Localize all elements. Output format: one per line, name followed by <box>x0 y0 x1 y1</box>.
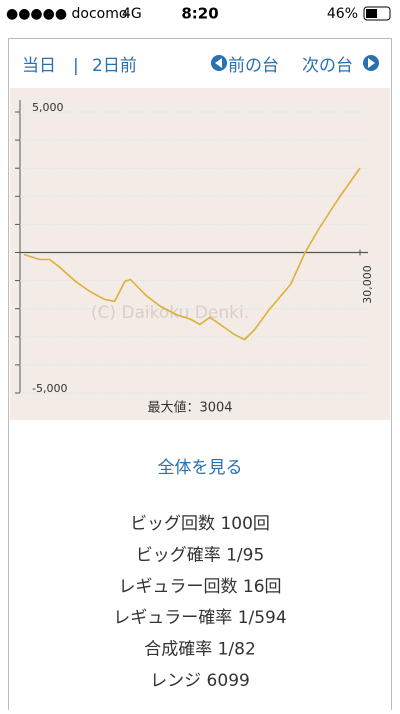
stat-line: レンジ 6099 <box>150 671 250 691</box>
next-arrow <box>368 58 375 68</box>
chart: (C) Daikoku Denki. 5,000 -5,000 30,000 最大値：3… <box>15 100 374 416</box>
data-line <box>23 167 361 341</box>
nav-today[interactable]: 当日 <box>22 56 56 76</box>
x-tick-label: 30,000 <box>361 265 374 304</box>
prev-arrow <box>215 58 222 68</box>
stat-line: レギュラー回数 16回 <box>118 577 281 597</box>
stat-line: ビッグ確率 1/95 <box>136 545 265 565</box>
nav-prev[interactable]: 前の台 <box>228 56 279 76</box>
stat-line: 合成確率 1/82 <box>144 640 256 660</box>
battery-text: 46% <box>327 6 358 22</box>
battery-level <box>366 9 377 18</box>
stat-line: ビッグ回数 100回 <box>130 514 270 534</box>
max-annotation: 最大値：3004 <box>147 400 232 416</box>
carrier: ●●●●● docomo <box>6 6 127 22</box>
nav-two-days[interactable]: 2日前 <box>92 56 137 76</box>
y-tick-label: 5,000 <box>32 101 64 114</box>
y-tick-label: -5,000 <box>32 382 67 395</box>
stat-line: レギュラー確率 1/594 <box>113 608 286 628</box>
nav-next[interactable]: 次の台 <box>302 56 353 76</box>
network: 4G <box>122 6 142 22</box>
chart-bg <box>10 88 390 420</box>
view-all-link[interactable]: 全体を見る <box>158 458 243 478</box>
watermark: (C) Daikoku Denki. <box>91 303 249 323</box>
battery-icon <box>363 6 391 21</box>
clock: 8:20 <box>181 5 218 23</box>
separator: | <box>73 56 79 76</box>
